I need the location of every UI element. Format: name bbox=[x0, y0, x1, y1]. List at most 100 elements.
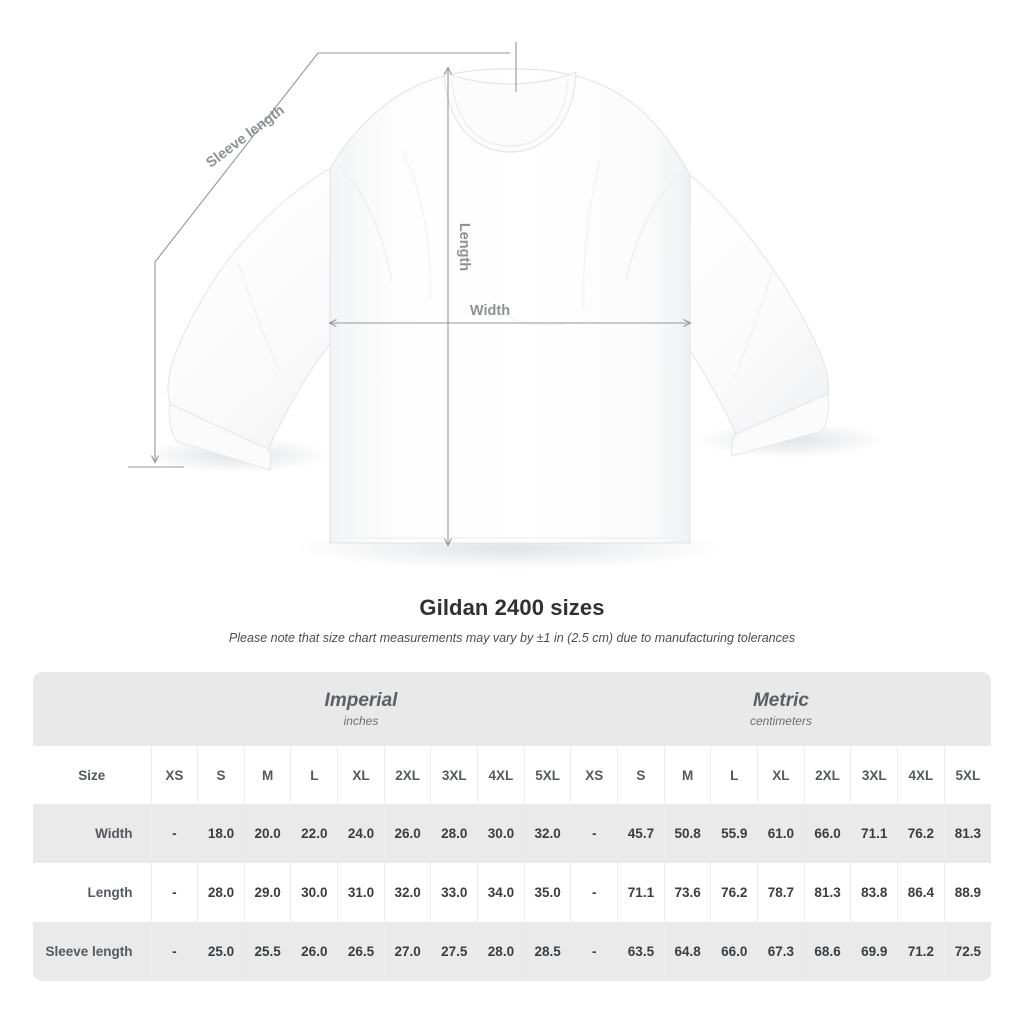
size-header-metric-2xl: 2XL bbox=[803, 746, 851, 804]
cell-metric-xl: 61.0 bbox=[757, 804, 805, 863]
cell-metric-m: 73.6 bbox=[663, 863, 711, 922]
cell-imperial-l: 22.0 bbox=[290, 804, 338, 863]
cell-metric-xl: 67.3 bbox=[757, 922, 805, 981]
unit-banner-row: Imperial inches Metric centimeters bbox=[33, 672, 991, 746]
cell-imperial-3xl: 28.0 bbox=[430, 804, 478, 863]
cell-metric-3xl: 83.8 bbox=[850, 863, 898, 922]
size-table: Imperial inches Metric centimeters Size … bbox=[33, 672, 991, 981]
size-header-imperial-s: S bbox=[197, 746, 245, 804]
table-row: Length -28.0 29.0 30.0 31.0 32.0 33.0 34.0 35.0-… bbox=[33, 863, 991, 922]
cell-imperial-5xl: 32.0 bbox=[523, 804, 571, 863]
cell-imperial-3xl: 33.0 bbox=[430, 863, 478, 922]
fold-1 bbox=[401, 149, 431, 301]
sleeve-length-guide bbox=[155, 52, 510, 462]
size-header-metric-s: S bbox=[617, 746, 665, 804]
cell-metric-4xl: 86.4 bbox=[897, 863, 945, 922]
unit-banner-imperial: Imperial inches bbox=[151, 672, 571, 746]
table-row: Width -18.0 20.0 22.0 24.0 26.0 28.0 30.0 32.0-4… bbox=[33, 804, 991, 863]
garment-shape bbox=[167, 68, 830, 544]
length-label: Length bbox=[456, 223, 472, 271]
size-header-imperial-xs: XS bbox=[150, 746, 198, 804]
cell-metric-xs: - bbox=[570, 922, 618, 981]
row-label: Length bbox=[33, 863, 152, 922]
cell-metric-2xl: 81.3 bbox=[803, 863, 851, 922]
cell-metric-5xl: 81.3 bbox=[943, 804, 991, 863]
sleeve-length-label: Sleeve length bbox=[203, 102, 287, 171]
cell-imperial-m: 29.0 bbox=[243, 863, 291, 922]
chart-header: Gildan 2400 sizes Please note that size … bbox=[0, 595, 1024, 645]
cell-metric-5xl: 72.5 bbox=[943, 922, 991, 981]
cell-imperial-5xl: 35.0 bbox=[523, 863, 571, 922]
cell-imperial-4xl: 30.0 bbox=[477, 804, 525, 863]
size-header-imperial-5xl: 5XL bbox=[523, 746, 571, 804]
cell-imperial-xl: 24.0 bbox=[337, 804, 385, 863]
unit-name-imperial: Imperial bbox=[324, 689, 398, 711]
unit-name-metric: Metric bbox=[752, 689, 809, 711]
size-header-metric-xl: XL bbox=[757, 746, 805, 804]
size-header-metric-xs: XS bbox=[570, 746, 618, 804]
cell-imperial-4xl: 28.0 bbox=[477, 922, 525, 981]
cell-imperial-5xl: 28.5 bbox=[523, 922, 571, 981]
right-cuff bbox=[731, 393, 830, 457]
cell-metric-m: 50.8 bbox=[663, 804, 711, 863]
cell-metric-s: 71.1 bbox=[617, 863, 665, 922]
cell-imperial-s: 25.0 bbox=[197, 922, 245, 981]
size-header-metric-5xl: 5XL bbox=[943, 746, 991, 804]
size-header-metric-l: L bbox=[710, 746, 758, 804]
size-header-metric-3xl: 3XL bbox=[850, 746, 898, 804]
cell-imperial-2xl: 32.0 bbox=[383, 863, 431, 922]
tolerance-note: Please note that size chart measurements… bbox=[228, 631, 796, 645]
cell-metric-s: 63.5 bbox=[617, 922, 665, 981]
cell-metric-xs: - bbox=[570, 863, 618, 922]
cell-metric-l: 55.9 bbox=[710, 804, 758, 863]
cell-imperial-l: 26.0 bbox=[290, 922, 338, 981]
cell-imperial-3xl: 27.5 bbox=[430, 922, 478, 981]
size-header-imperial-l: L bbox=[290, 746, 338, 804]
cell-metric-xs: - bbox=[570, 804, 618, 863]
size-header-imperial-2xl: 2XL bbox=[383, 746, 431, 804]
cell-metric-3xl: 69.9 bbox=[850, 922, 898, 981]
collar-outer bbox=[443, 71, 577, 153]
cell-metric-s: 45.7 bbox=[617, 804, 665, 863]
cell-metric-xl: 78.7 bbox=[757, 863, 805, 922]
cell-imperial-m: 25.5 bbox=[243, 922, 291, 981]
fold-2 bbox=[582, 159, 601, 311]
row-label: Sleeve length bbox=[33, 922, 152, 981]
collar-inner bbox=[451, 81, 569, 147]
size-header-row: Size XS S M L XL 2XL 3XL 4XL 5XL XS S M L XL 2XL 3XL 4XL… bbox=[33, 746, 991, 804]
size-header-label: Size bbox=[33, 746, 152, 804]
row-label: Width bbox=[33, 804, 152, 863]
cell-metric-3xl: 71.1 bbox=[850, 804, 898, 863]
left-cuff bbox=[168, 403, 272, 471]
size-table-wrapper: Imperial inches Metric centimeters Size … bbox=[33, 672, 991, 981]
cell-metric-4xl: 76.2 bbox=[897, 804, 945, 863]
garment-diagram: Sleeve length Length Width bbox=[128, 42, 885, 570]
cell-imperial-xs: - bbox=[150, 922, 198, 981]
shirt-body bbox=[329, 68, 691, 544]
cell-imperial-4xl: 34.0 bbox=[477, 863, 525, 922]
cell-imperial-s: 28.0 bbox=[197, 863, 245, 922]
cell-imperial-m: 20.0 bbox=[243, 804, 291, 863]
cell-metric-l: 76.2 bbox=[710, 863, 758, 922]
right-shoulder-seam bbox=[625, 171, 683, 281]
cell-imperial-xl: 26.5 bbox=[337, 922, 385, 981]
unit-sub-metric: centimeters bbox=[749, 714, 812, 729]
fold-4 bbox=[237, 261, 283, 375]
size-header-imperial-4xl: 4XL bbox=[477, 746, 525, 804]
cell-metric-4xl: 71.2 bbox=[897, 922, 945, 981]
cell-imperial-2xl: 27.0 bbox=[383, 922, 431, 981]
cell-metric-2xl: 68.6 bbox=[803, 922, 851, 981]
unit-sub-imperial: inches bbox=[343, 714, 379, 729]
cell-metric-l: 66.0 bbox=[710, 922, 758, 981]
size-header-metric-m: M bbox=[663, 746, 711, 804]
left-shoulder-seam bbox=[339, 165, 393, 283]
table-row: Sleeve length -25.0 25.5 26.0 26.5 27.0 27.5 28… bbox=[33, 922, 991, 981]
cell-metric-2xl: 66.0 bbox=[803, 804, 851, 863]
cell-imperial-s: 18.0 bbox=[197, 804, 245, 863]
size-header-imperial-3xl: 3XL bbox=[430, 746, 478, 804]
cell-imperial-xs: - bbox=[150, 863, 198, 922]
cell-metric-5xl: 88.9 bbox=[943, 863, 991, 922]
fold-5 bbox=[733, 271, 773, 379]
cell-metric-m: 64.8 bbox=[663, 922, 711, 981]
